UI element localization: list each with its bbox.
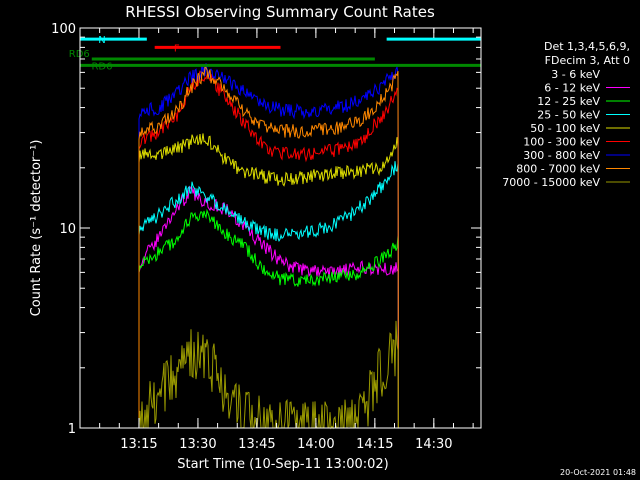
y-tick-label-2: 100: [51, 22, 76, 37]
legend-label-0: 3 - 6 keV: [551, 68, 600, 81]
series-line-3: [138, 161, 399, 429]
series-line-2: [138, 208, 399, 429]
legend: Det 1,3,4,5,6,9, FDecim 3, Att 0 3 - 6 k…: [502, 40, 630, 189]
legend-label-2: 12 - 25 keV: [537, 95, 600, 108]
series-line-1: [138, 185, 399, 429]
legend-header-line-2: FDecim 3, Att 0: [545, 54, 630, 67]
legend-label-6: 300 - 800 keV: [523, 149, 600, 162]
legend-label-5: 100 - 300 keV: [523, 136, 600, 149]
series-line-8: [138, 320, 399, 430]
x-tick-label-0: 13:15: [120, 437, 157, 452]
legend-label-4: 50 - 100 keV: [530, 122, 600, 135]
flag-label-3: RD6: [91, 61, 112, 72]
x-tick-label-4: 14:15: [356, 437, 393, 452]
legend-label-7: 800 - 7000 keV: [516, 163, 600, 176]
series-line-7: [138, 66, 399, 429]
flag-label-0: N: [98, 35, 105, 46]
x-tick-label-1: 13:30: [179, 437, 216, 452]
series-layer: [138, 63, 399, 430]
legend-label-8: 7000 - 15000 keV: [502, 176, 600, 189]
chart-title: RHESSI Observing Summary Count Rates: [125, 3, 435, 21]
y-axis: 1 10 100: [51, 22, 481, 437]
x-axis: 13:15 13:30 13:45 14:00 14:15 14:30: [99, 28, 474, 452]
legend-label-3: 25 - 50 keV: [537, 109, 600, 122]
y-tick-label-0: 1: [68, 422, 76, 437]
x-axis-label: Start Time (10-Sep-11 13:00:02): [177, 457, 388, 472]
legend-header-line-1: Det 1,3,4,5,6,9,: [544, 40, 630, 53]
flag-label-2: RD6: [69, 49, 90, 60]
legend-label-1: 6 - 12 keV: [544, 82, 600, 95]
y-tick-label-1: 10: [59, 222, 76, 237]
flag-label-1: F: [174, 43, 180, 54]
x-tick-label-3: 14:00: [297, 437, 334, 452]
x-tick-label-5: 14:30: [415, 437, 452, 452]
series-line-6: [138, 63, 399, 429]
series-line-4: [138, 133, 399, 429]
x-tick-label-2: 13:45: [238, 437, 275, 452]
y-axis-label: Count Rate (s⁻¹ detector⁻¹): [29, 140, 44, 317]
footer-timestamp: 20-Oct-2021 01:48: [560, 468, 636, 477]
